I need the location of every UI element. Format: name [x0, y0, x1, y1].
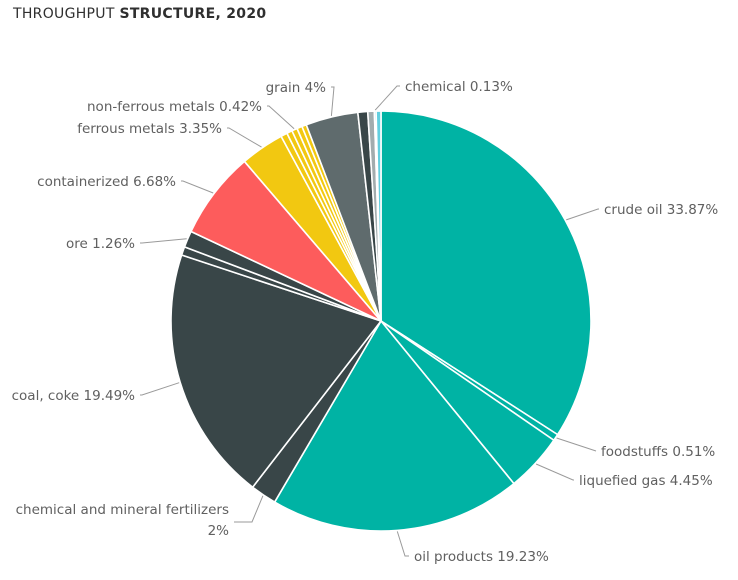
slice-labels: crude oil 33.87% foodstuffs 0.51% liquefie… — [12, 79, 719, 565]
leader-lines — [140, 85, 599, 557]
leader-line-7 — [140, 238, 187, 244]
slice-label-7: ore 1.26% — [66, 236, 135, 252]
slice-label-8: containerized 6.68% — [37, 174, 176, 190]
slice-label-1: foodstuffs 0.51% — [601, 444, 715, 460]
pie-slice-5 — [170, 254, 382, 489]
slice-label-4: chemical and mineral fertilizers — [16, 502, 229, 518]
slice-label-18: chemical 0.13% — [405, 79, 513, 95]
pie-slices — [170, 110, 592, 532]
leader-line-15 — [330, 86, 335, 116]
slice-label-12: non-ferrous metals 0.42% — [87, 99, 262, 115]
leader-line-5 — [140, 382, 180, 396]
chart-title-bold: STRUCTURE, 2020 — [119, 6, 267, 22]
slice-label-2: liquefied gas 4.45% — [579, 473, 713, 489]
slice-label-0: crude oil 33.87% — [604, 202, 718, 218]
pie-slice-19 — [375, 110, 382, 322]
leader-line-1 — [556, 437, 597, 452]
slice-label-15: grain 4% — [266, 80, 327, 96]
chart-title: THROUGHPUT STRUCTURE, 2020 — [13, 6, 266, 22]
slice-label-5: coal, coke 19.49% — [12, 388, 136, 404]
leader-line-0 — [566, 208, 599, 221]
slice-label-9: ferrous metals 3.35% — [77, 121, 222, 137]
leader-line-18 — [374, 85, 400, 111]
slice-label-3: oil products 19.23% — [414, 549, 549, 565]
leader-line-9 — [227, 127, 262, 148]
pie-slice-3 — [273, 320, 515, 532]
leader-line-3 — [396, 531, 409, 557]
leader-line-12 — [267, 105, 295, 130]
pie-slice-0 — [380, 110, 592, 436]
chart-title-light: THROUGHPUT — [13, 6, 120, 22]
leader-line-2 — [535, 463, 574, 481]
leader-line-8 — [181, 180, 214, 194]
leader-line-4 — [234, 495, 264, 523]
slice-label-4-line2: 2% — [208, 523, 230, 539]
